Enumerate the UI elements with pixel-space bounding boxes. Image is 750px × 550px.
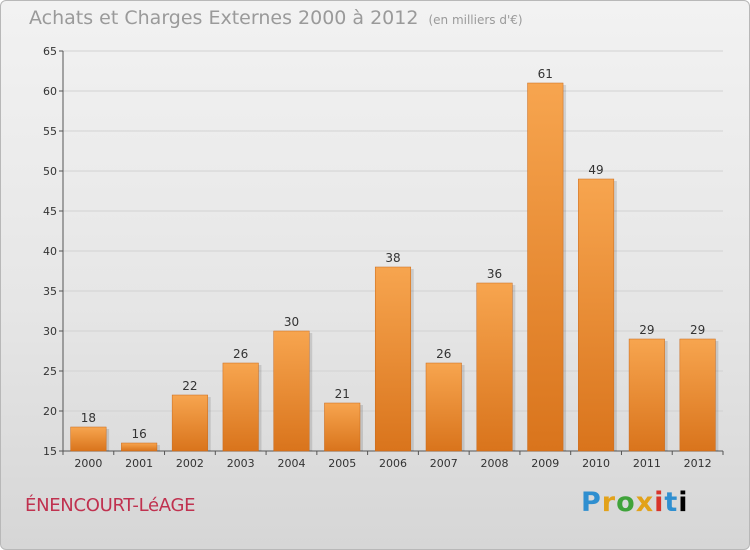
- data-label: 21: [335, 387, 350, 401]
- bar: [425, 362, 462, 452]
- data-label: 38: [385, 251, 400, 265]
- bar: [70, 426, 107, 452]
- y-tick-label: 15: [43, 445, 57, 458]
- data-label: 36: [487, 267, 502, 281]
- x-tick-label: 2012: [684, 457, 712, 470]
- bar: [121, 442, 158, 452]
- data-label: 30: [284, 315, 299, 329]
- commune-name: ÉNENCOURT-LéAGE: [25, 495, 196, 516]
- x-tick-label: 2002: [176, 457, 204, 470]
- logo-letter: o: [616, 487, 636, 518]
- bars: [70, 82, 719, 452]
- data-label: 16: [132, 427, 147, 441]
- data-label: 29: [639, 323, 654, 337]
- y-tick-label: 25: [43, 365, 57, 378]
- x-tick-label: 2009: [531, 457, 559, 470]
- y-tick-label: 65: [43, 45, 57, 58]
- labels: 15 20 25 30 35 40 45 50 55 60 65 2000 18 2001 16 2002 22…: [43, 45, 712, 470]
- bar: [374, 266, 412, 452]
- y-tick-label: 45: [43, 205, 57, 218]
- data-label: 29: [690, 323, 705, 337]
- chart-title: Achats et Charges Externes 2000 à 2012 (e…: [29, 7, 523, 29]
- data-label: 26: [436, 347, 451, 361]
- y-tick-label: 20: [43, 405, 57, 418]
- logo-letter: P: [581, 487, 602, 518]
- bar: [527, 82, 564, 452]
- x-tick-label: 2003: [227, 457, 255, 470]
- bar: [222, 362, 259, 452]
- bar: [628, 338, 665, 452]
- logo-letter: x: [635, 487, 655, 518]
- data-label: 61: [538, 67, 553, 81]
- x-tick-label: 2008: [481, 457, 509, 470]
- bar: [324, 402, 361, 452]
- bar: [273, 330, 310, 452]
- data-label: 49: [588, 163, 603, 177]
- logo-letter: i: [678, 487, 689, 518]
- x-tick-label: 2004: [277, 457, 305, 470]
- chart-title-text: Achats et Charges Externes 2000 à 2012: [29, 7, 419, 29]
- x-tick-label: 2010: [582, 457, 610, 470]
- logo-letter: i: [654, 487, 665, 518]
- bar: [171, 394, 208, 452]
- data-label: 18: [81, 411, 96, 425]
- proxiti-logo: Proxiti: [581, 487, 689, 518]
- x-tick-label: 2005: [328, 457, 356, 470]
- x-tick-label: 2000: [74, 457, 102, 470]
- x-tick-label: 2007: [430, 457, 458, 470]
- bar: [476, 282, 513, 452]
- x-tick-label: 2011: [633, 457, 661, 470]
- bar: [679, 338, 716, 452]
- data-label: 22: [182, 379, 197, 393]
- bar: [578, 178, 615, 452]
- y-tick-label: 50: [43, 165, 57, 178]
- data-label: 26: [233, 347, 248, 361]
- chart-subtitle: (en milliers d'€): [428, 13, 523, 27]
- y-tick-label: 30: [43, 325, 57, 338]
- y-tick-label: 55: [43, 125, 57, 138]
- y-tick-label: 60: [43, 85, 57, 98]
- logo-letter: t: [664, 487, 679, 518]
- x-tick-label: 2001: [125, 457, 153, 470]
- y-tick-label: 40: [43, 245, 57, 258]
- y-tick-label: 35: [43, 285, 57, 298]
- logo-letter: r: [601, 487, 617, 518]
- x-tick-label: 2006: [379, 457, 407, 470]
